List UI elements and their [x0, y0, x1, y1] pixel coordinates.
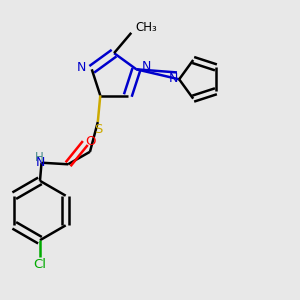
Text: N: N — [142, 60, 151, 73]
Text: H: H — [35, 151, 44, 164]
Text: Cl: Cl — [33, 258, 46, 272]
Text: N: N — [36, 156, 45, 169]
Text: S: S — [94, 123, 102, 136]
Text: CH₃: CH₃ — [135, 21, 157, 34]
Text: N: N — [169, 72, 178, 85]
Text: N: N — [77, 61, 86, 74]
Text: O: O — [86, 135, 96, 148]
